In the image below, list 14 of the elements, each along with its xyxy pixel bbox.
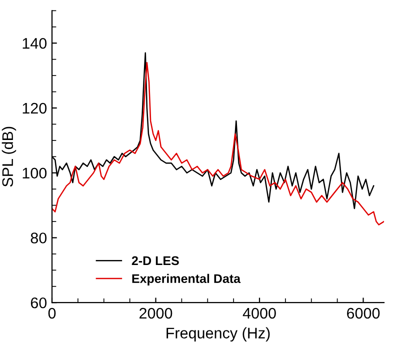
y-tick-label: 80 <box>30 232 47 244</box>
x-tick-label: 4000 <box>242 308 276 319</box>
legend-label: 2-D LES <box>132 256 179 266</box>
line-series <box>52 62 384 226</box>
x-tick-label: 6000 <box>347 308 380 319</box>
y-tick-label: 60 <box>30 297 47 308</box>
y-axis-title: SPL (dB) <box>2 126 16 187</box>
y-tick-label: 140 <box>22 38 47 49</box>
x-tick-label: 2000 <box>140 308 172 319</box>
y-tick-label: 120 <box>22 102 47 114</box>
x-axis-title: Frequency (Hz) <box>166 327 270 342</box>
y-tick-label: 100 <box>22 168 47 179</box>
x-tick-label: 0 <box>48 308 56 319</box>
legend-label: Experimental Data <box>132 274 241 286</box>
